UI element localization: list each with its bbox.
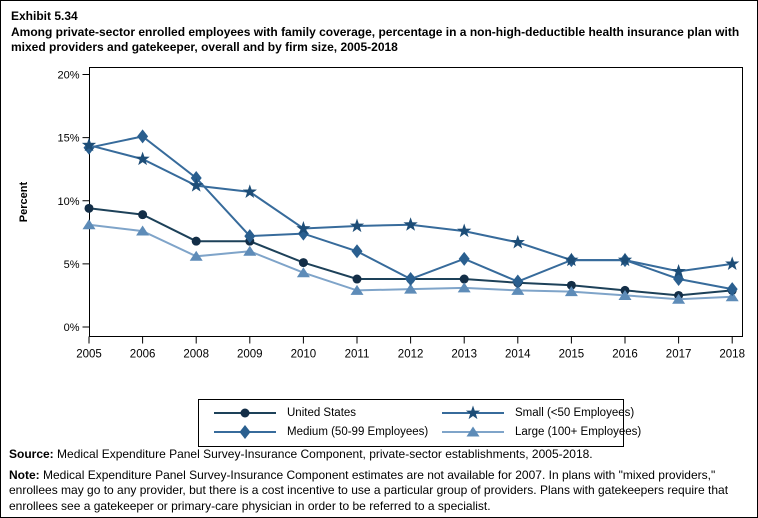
x-tick-label: 2016 — [612, 349, 638, 361]
data-point-2-2008 — [190, 171, 202, 186]
x-tick-label: 2009 — [237, 349, 263, 361]
data-point-2-2011 — [351, 244, 363, 259]
diamond-legend-icon — [214, 425, 276, 439]
series-line-2 — [88, 135, 733, 291]
x-tick-label: 2006 — [130, 349, 156, 361]
x-tick-label: 2017 — [666, 349, 692, 361]
data-point-1-2011 — [349, 218, 365, 233]
data-point-1-2017 — [671, 263, 686, 278]
note-label: Note: — [9, 467, 40, 482]
star-icon — [465, 405, 481, 420]
x-tick-label: 2005 — [76, 349, 102, 361]
data-point-1-2012 — [403, 217, 418, 231]
data-point-2-2013 — [458, 251, 470, 266]
source-text: Medical Expenditure Panel Survey-Insuran… — [53, 447, 593, 461]
x-tick-label: 2008 — [183, 349, 209, 361]
data-point-0-2011 — [352, 274, 362, 284]
y-tick-label: 5% — [64, 259, 80, 271]
data-point-3-2014 — [511, 284, 525, 295]
data-point-3-2011 — [350, 284, 364, 295]
source-note: Source: Medical Expenditure Panel Survey… — [9, 447, 749, 463]
legend-item-2: Medium (50-99 Employees) — [213, 424, 437, 440]
x-tick-label: 2012 — [398, 349, 424, 361]
source-label: Source: — [9, 447, 54, 461]
chart-legend: United States Small (<50 Employees) Medium… — [198, 399, 641, 447]
data-point-3-2009 — [243, 245, 257, 256]
method-note: Note: Medical Expenditure Panel Survey-I… — [9, 468, 749, 515]
legend-label-0: United States — [287, 407, 357, 419]
data-point-3-2016 — [618, 289, 632, 300]
legend-label-1: Small (<50 Employees) — [515, 407, 635, 419]
diamond-icon — [239, 425, 251, 439]
legend-label-3: Large (100+ Employees) — [515, 426, 642, 438]
x-tick-label: 2013 — [451, 349, 477, 361]
data-point-0-2013 — [459, 274, 469, 284]
triangle-icon — [466, 426, 480, 437]
x-tick-label: 2018 — [719, 349, 745, 361]
circle-legend-icon — [214, 408, 276, 418]
data-point-3-2005 — [82, 219, 96, 230]
y-tick-label: 0% — [64, 322, 80, 334]
data-point-3-2015 — [564, 286, 578, 297]
legend-label-2: Medium (50-99 Employees) — [287, 426, 429, 438]
y-tick-label: 15% — [57, 133, 79, 145]
x-tick-label: 2015 — [559, 349, 585, 361]
data-point-1-2006 — [135, 151, 150, 166]
data-point-2-2014 — [512, 274, 524, 289]
data-point-0-2010 — [298, 258, 308, 268]
data-point-3-2017 — [672, 293, 686, 304]
data-point-1-2018 — [725, 256, 740, 270]
data-point-1-2013 — [457, 223, 472, 238]
data-point-2-2012 — [405, 272, 417, 287]
data-point-3-2018 — [725, 291, 739, 302]
data-point-1-2010 — [296, 221, 311, 235]
data-point-1-2008 — [189, 178, 204, 192]
chart-header: Exhibit 5.34 Among private-sector enroll… — [11, 9, 745, 56]
chart-title: Among private-sector enrolled employees … — [11, 25, 740, 55]
data-point-1-2015 — [564, 252, 579, 267]
data-point-3-2012 — [404, 283, 418, 294]
y-tick-label: 20% — [57, 70, 79, 82]
data-point-1-2016 — [617, 252, 633, 267]
chart-footer: Source: Medical Expenditure Panel Survey… — [9, 447, 749, 517]
y-tick-label: 10% — [57, 196, 79, 208]
data-point-1-2005 — [81, 137, 97, 152]
data-point-2-2009 — [244, 229, 256, 244]
data-point-2-2018 — [726, 282, 738, 297]
legend-item-0: United States — [213, 405, 437, 421]
triangle-legend-icon — [442, 426, 504, 437]
series-line-1 — [88, 144, 733, 273]
x-tick-label: 2010 — [291, 349, 317, 361]
data-point-3-2008 — [189, 250, 203, 261]
data-point-1-2014 — [510, 234, 525, 249]
note-text: Medical Expenditure Panel Survey-Insuran… — [9, 467, 729, 513]
plot-frame — [89, 67, 743, 337]
data-point-2-2006 — [137, 129, 149, 144]
exhibit-number: Exhibit 5.34 — [11, 9, 78, 23]
data-point-0-2005 — [84, 203, 94, 213]
x-tick-label: 2011 — [345, 349, 370, 361]
x-tick-label: 2014 — [505, 349, 531, 361]
legend-item-1: Small (<50 Employees) — [441, 405, 641, 421]
data-point-0-2006 — [138, 210, 148, 220]
line-chart: 0% 5% 10% 15% 20% 2005 2006 2008 2009 2010 2011 201… — [18, 67, 745, 361]
data-point-1-2009 — [242, 184, 257, 198]
star-legend-icon — [442, 405, 504, 420]
data-point-0-2008 — [191, 236, 201, 246]
data-point-3-2006 — [136, 225, 150, 236]
y-axis-title: Percent — [18, 181, 30, 222]
circle-icon — [240, 408, 250, 418]
data-point-3-2013 — [457, 282, 471, 293]
data-point-3-2010 — [296, 267, 310, 278]
data-point-0-2015 — [566, 280, 576, 290]
legend-item-3: Large (100+ Employees) — [441, 424, 641, 440]
